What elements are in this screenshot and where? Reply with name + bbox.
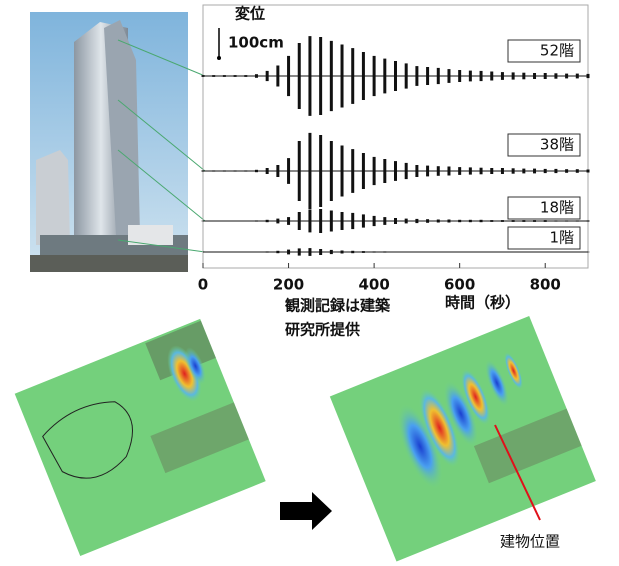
x-tick-label: 600 xyxy=(444,276,475,294)
x-tick-label: 800 xyxy=(530,276,561,294)
credit-line: 研究所提供 xyxy=(285,321,360,339)
arrow xyxy=(280,492,332,530)
map-label: 建物位置 xyxy=(500,533,560,551)
scale-bar-end xyxy=(217,56,221,60)
floor-label: 38階 xyxy=(540,136,574,154)
displacement-label: 変位 xyxy=(235,5,265,23)
figure: 変位 100cm 観測記録は建築 研究所提供 時間（秒） 建物位置 0 200 40… xyxy=(0,0,619,566)
scale-label: 100cm xyxy=(228,34,284,52)
map-right xyxy=(330,316,596,562)
x-axis-label: 時間（秒） xyxy=(445,294,520,312)
x-tick-label: 400 xyxy=(358,276,389,294)
floor-label: 52階 xyxy=(540,42,574,60)
x-tick-label: 0 xyxy=(198,276,208,294)
building-photo xyxy=(30,12,188,272)
x-tick-label: 200 xyxy=(273,276,304,294)
floor-label: 1階 xyxy=(549,229,574,247)
floor-label: 18階 xyxy=(540,199,574,217)
credit-line: 観測記録は建築 xyxy=(285,297,391,315)
map-left xyxy=(15,319,266,556)
